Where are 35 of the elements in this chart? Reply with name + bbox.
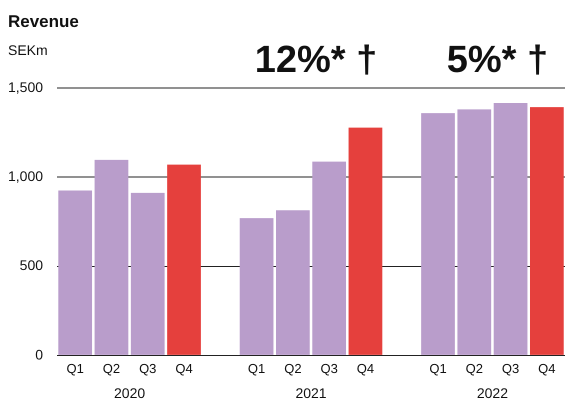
- x-tick-label: Q3: [320, 360, 338, 376]
- x-tick-label: Q2: [284, 360, 302, 376]
- x-tick-label: Q3: [502, 360, 520, 376]
- x-tick-label: Q2: [466, 360, 483, 376]
- x-tick-label: Q4: [538, 360, 556, 376]
- x-tick-label: Q1: [429, 360, 447, 376]
- bar: [494, 102, 528, 355]
- bar: [130, 192, 165, 355]
- y-axis-title: SEKm: [8, 42, 48, 58]
- x-tick-label: Q3: [139, 360, 156, 376]
- x-tick-label: Q4: [356, 360, 374, 376]
- bar: [167, 164, 201, 355]
- bar: [276, 210, 310, 355]
- bar: [312, 162, 346, 355]
- bar: [348, 128, 382, 355]
- y-tick-label: 1,500: [8, 78, 44, 95]
- x-tick-label: Q1: [248, 360, 266, 376]
- text: 5%* †: [446, 39, 548, 81]
- text: 2021: [295, 385, 327, 401]
- x-tick-label: Q4: [175, 360, 193, 376]
- x-tick-label: Q1: [66, 360, 84, 376]
- bar: [94, 160, 128, 355]
- y-tick-label: 1,000: [8, 168, 44, 184]
- text: 2022: [476, 385, 508, 401]
- x-tick-label: Q2: [102, 360, 120, 376]
- text: 2020: [114, 385, 146, 401]
- bar: [58, 190, 92, 355]
- y-tick-label: 0: [35, 346, 44, 362]
- bar: [421, 113, 455, 355]
- chart-title: Revenue: [8, 12, 79, 31]
- bar: [240, 218, 274, 355]
- text: 12%* †: [254, 39, 378, 81]
- bar: [530, 107, 564, 355]
- y-tick-label: 500: [20, 257, 44, 274]
- bar: [457, 109, 492, 355]
